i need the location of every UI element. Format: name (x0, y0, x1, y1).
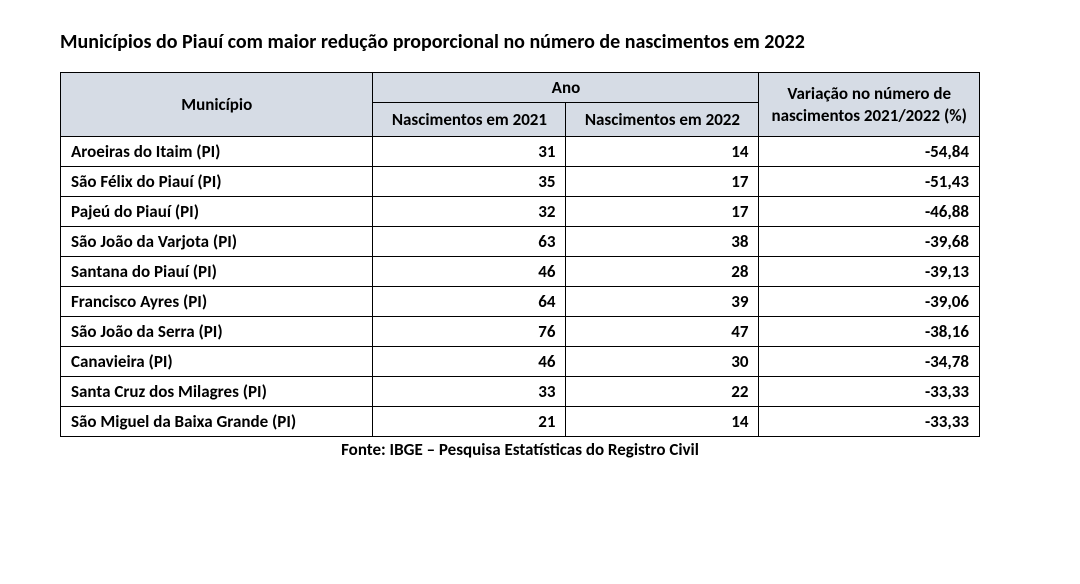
header-ano: Ano (373, 73, 759, 103)
cell-nasc-2022: 39 (566, 287, 759, 317)
cell-nasc-2022: 14 (566, 407, 759, 437)
cell-nasc-2022: 14 (566, 137, 759, 167)
table-row: Santa Cruz dos Milagres (PI)3322-33,33 (61, 377, 980, 407)
header-nasc-2022: Nascimentos em 2022 (566, 103, 759, 137)
header-municipio: Município (61, 73, 373, 137)
cell-nasc-2021: 46 (373, 347, 566, 377)
cell-nasc-2022: 47 (566, 317, 759, 347)
table-row: Aroeiras do Itaim (PI)3114-54,84 (61, 137, 980, 167)
cell-variacao: -34,78 (759, 347, 980, 377)
header-variacao: Variação no número de nascimentos 2021/2… (759, 73, 980, 137)
table-row: Canavieira (PI)4630-34,78 (61, 347, 980, 377)
cell-nasc-2021: 64 (373, 287, 566, 317)
cell-nasc-2021: 46 (373, 257, 566, 287)
cell-municipio: Santa Cruz dos Milagres (PI) (61, 377, 373, 407)
cell-nasc-2021: 33 (373, 377, 566, 407)
cell-nasc-2022: 30 (566, 347, 759, 377)
cell-nasc-2021: 31 (373, 137, 566, 167)
page-title: Municípios do Piauí com maior redução pr… (60, 30, 1020, 54)
cell-variacao: -39,06 (759, 287, 980, 317)
cell-nasc-2022: 38 (566, 227, 759, 257)
source-line: Fonte: IBGE – Pesquisa Estatísticas do R… (60, 439, 980, 460)
cell-variacao: -51,43 (759, 167, 980, 197)
data-table: Município Ano Variação no número de nasc… (60, 72, 980, 437)
cell-variacao: -33,33 (759, 377, 980, 407)
cell-nasc-2022: 17 (566, 167, 759, 197)
cell-municipio: São João da Varjota (PI) (61, 227, 373, 257)
table-row: Santana do Piauí (PI)4628-39,13 (61, 257, 980, 287)
cell-variacao: -46,88 (759, 197, 980, 227)
table-row: Francisco Ayres (PI)6439-39,06 (61, 287, 980, 317)
cell-variacao: -39,68 (759, 227, 980, 257)
cell-municipio: São Félix do Piauí (PI) (61, 167, 373, 197)
cell-nasc-2022: 17 (566, 197, 759, 227)
table-row: São Félix do Piauí (PI)3517-51,43 (61, 167, 980, 197)
cell-municipio: Santana do Piauí (PI) (61, 257, 373, 287)
cell-municipio: São Miguel da Baixa Grande (PI) (61, 407, 373, 437)
cell-variacao: -54,84 (759, 137, 980, 167)
cell-nasc-2021: 32 (373, 197, 566, 227)
cell-nasc-2021: 63 (373, 227, 566, 257)
cell-variacao: -39,13 (759, 257, 980, 287)
cell-municipio: São João da Serra (PI) (61, 317, 373, 347)
cell-municipio: Canavieira (PI) (61, 347, 373, 377)
cell-nasc-2021: 21 (373, 407, 566, 437)
header-nasc-2021: Nascimentos em 2021 (373, 103, 566, 137)
cell-nasc-2022: 22 (566, 377, 759, 407)
table-row: São João da Varjota (PI)6338-39,68 (61, 227, 980, 257)
cell-variacao: -38,16 (759, 317, 980, 347)
table-row: São Miguel da Baixa Grande (PI)2114-33,3… (61, 407, 980, 437)
cell-variacao: -33,33 (759, 407, 980, 437)
table-row: São João da Serra (PI)7647-38,16 (61, 317, 980, 347)
cell-municipio: Francisco Ayres (PI) (61, 287, 373, 317)
cell-municipio: Pajeú do Piauí (PI) (61, 197, 373, 227)
cell-nasc-2021: 76 (373, 317, 566, 347)
cell-nasc-2021: 35 (373, 167, 566, 197)
cell-municipio: Aroeiras do Itaim (PI) (61, 137, 373, 167)
table-row: Pajeú do Piauí (PI)3217-46,88 (61, 197, 980, 227)
cell-nasc-2022: 28 (566, 257, 759, 287)
